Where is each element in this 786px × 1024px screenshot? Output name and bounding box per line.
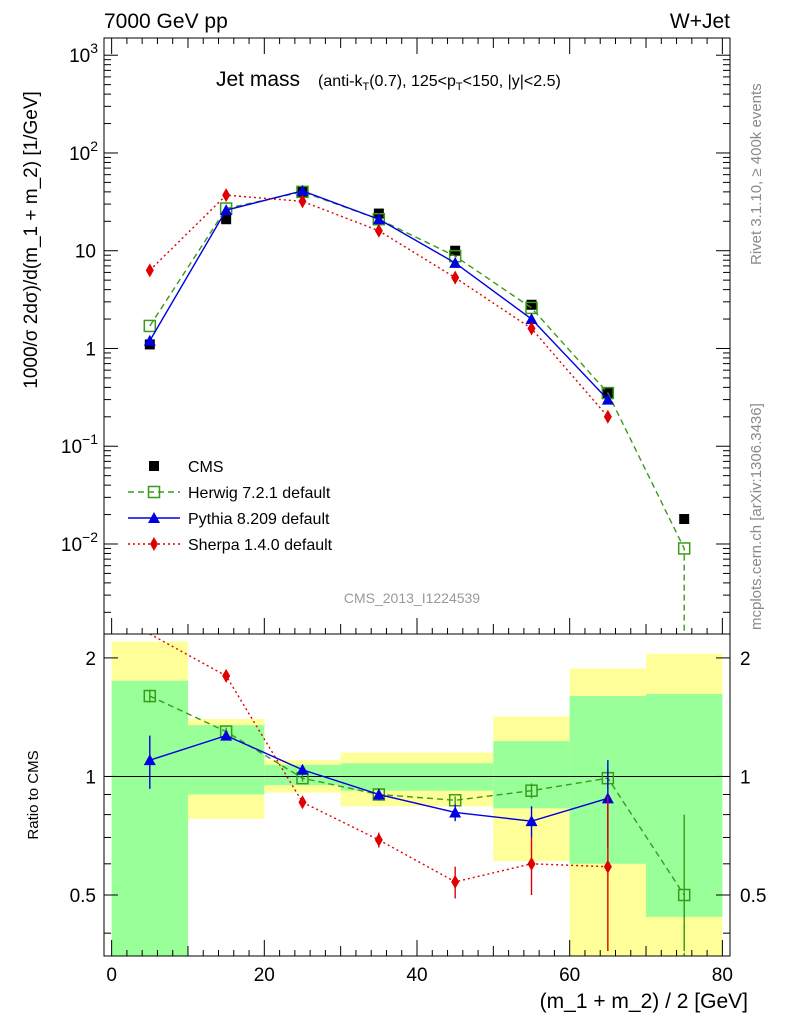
pythia-marker bbox=[296, 763, 309, 775]
herwig-marker bbox=[147, 485, 161, 499]
legend: CMS Herwig 7.2.1 default Pythia 8.209 defa… bbox=[128, 459, 333, 554]
tick-base: 10 bbox=[75, 242, 96, 263]
sherpa-marker bbox=[451, 270, 460, 285]
pythia-marker bbox=[449, 256, 462, 268]
ratio-y-tick-label-left: 1 bbox=[85, 767, 96, 788]
x-tick-label: 20 bbox=[254, 965, 275, 986]
cms-marker bbox=[679, 514, 690, 525]
ratio-y-axis: 0.5 0.5 1 1 2 2 bbox=[70, 649, 766, 934]
sherpa-marker bbox=[603, 409, 612, 424]
tick-exponent: 3 bbox=[90, 40, 98, 56]
tick-base: 10 bbox=[61, 535, 82, 556]
herwig-marker bbox=[143, 319, 157, 333]
main-y-tick-label: 10−1 bbox=[61, 431, 98, 458]
y-axis-label: 1000/σ 2dσ)/d(m_1 + m_2) [1/GeV] bbox=[21, 91, 42, 389]
band-green-bin bbox=[340, 763, 417, 791]
x-axis: 0 20 40 60 80 bbox=[106, 38, 733, 986]
main-y-tick-label: 102 bbox=[69, 138, 98, 165]
sherpa-marker bbox=[527, 856, 536, 871]
pythia-marker bbox=[525, 313, 538, 325]
ratio-y-tick-label-right: 1 bbox=[740, 767, 751, 788]
x-tick-label: 80 bbox=[712, 965, 733, 986]
herwig-line bbox=[149, 191, 685, 634]
pythia-marker bbox=[148, 512, 160, 523]
header-left: 7000 GeV pp bbox=[104, 10, 228, 33]
sherpa-marker bbox=[298, 194, 307, 209]
herwig-marker bbox=[677, 542, 691, 555]
pythia-marker bbox=[601, 393, 614, 405]
x-tick-label: 60 bbox=[559, 965, 580, 986]
sherpa-marker bbox=[222, 188, 231, 203]
cms-marker bbox=[221, 214, 232, 225]
tick-exponent: 2 bbox=[90, 138, 98, 154]
tick-base: 1 bbox=[85, 339, 96, 360]
mcplots-label: mcplots.cern.ch [arXiv:1306.3436] bbox=[748, 403, 765, 630]
pythia-marker bbox=[143, 334, 156, 346]
sherpa-marker bbox=[451, 874, 460, 889]
legend-label-herwig: Herwig 7.2.1 default bbox=[188, 485, 331, 502]
sherpa-marker bbox=[298, 795, 307, 810]
pythia-marker bbox=[525, 815, 538, 827]
ratio-y-tick-label-left: 2 bbox=[85, 649, 96, 670]
pythia-marker bbox=[372, 788, 385, 800]
sherpa-marker bbox=[222, 668, 231, 683]
legend-label-sherpa: Sherpa 1.4.0 default bbox=[188, 537, 333, 554]
pythia-marker bbox=[143, 754, 156, 766]
ratio-y-tick-label-right: 0.5 bbox=[740, 886, 766, 907]
tick-base: 10 bbox=[69, 46, 90, 67]
cms-marker bbox=[149, 461, 159, 471]
rivet-label: Rivet 3.1.10, ≥ 400k events bbox=[748, 83, 765, 265]
sherpa-marker bbox=[374, 832, 383, 847]
pythia-marker bbox=[372, 213, 385, 225]
pythia-marker bbox=[296, 184, 309, 196]
tick-exponent: −2 bbox=[82, 529, 98, 545]
chart-title: Jet mass bbox=[216, 68, 300, 91]
header-right: W+Jet bbox=[670, 10, 730, 33]
chart-title-main: Jet mass bbox=[216, 68, 300, 91]
herwig-marker bbox=[525, 784, 538, 797]
tick-base: 10 bbox=[61, 437, 82, 458]
ratio-y-tick-label-right: 2 bbox=[740, 649, 751, 670]
legend-label-cms: CMS bbox=[188, 459, 224, 476]
x-tick-label: 0 bbox=[106, 965, 117, 986]
herwig-marker bbox=[143, 689, 157, 703]
chart-subtitle: (anti-kT(0.7), 125<pT<150, |y|<2.5) bbox=[318, 73, 561, 93]
main-y-tick-label: 103 bbox=[69, 40, 98, 67]
sherpa-marker bbox=[150, 537, 158, 551]
sherpa-marker bbox=[603, 859, 612, 874]
ratio-series bbox=[143, 633, 691, 956]
band-green-bin bbox=[111, 680, 188, 956]
pythia-marker bbox=[220, 204, 233, 216]
tick-exponent: −1 bbox=[82, 431, 98, 447]
ratio-bands bbox=[111, 641, 723, 956]
x-axis-label: (m_1 + m_2) / 2 [GeV] bbox=[540, 990, 748, 1013]
pythia-marker bbox=[220, 729, 233, 741]
watermark: CMS_2013_I1224539 bbox=[344, 590, 480, 606]
herwig-marker bbox=[677, 888, 691, 902]
pythia-marker bbox=[449, 806, 462, 818]
tick-base: 10 bbox=[69, 144, 90, 165]
ratio-panel: 0.5 0.5 1 1 2 2 Ratio to CMS bbox=[25, 633, 766, 957]
main-y-tick-label: 10−2 bbox=[61, 529, 98, 556]
x-tick-label: 40 bbox=[406, 965, 427, 986]
sherpa-marker bbox=[374, 223, 383, 238]
band-green-bin bbox=[417, 763, 494, 791]
ratio-y-tick-label-left: 0.5 bbox=[70, 886, 96, 907]
cms-marker bbox=[526, 299, 537, 310]
sherpa-marker bbox=[527, 321, 536, 336]
main-series bbox=[143, 184, 691, 634]
main-y-tick-label: 1 bbox=[85, 339, 96, 360]
ratio-y-axis-label: Ratio to CMS bbox=[25, 750, 42, 839]
legend-label-pythia: Pythia 8.209 default bbox=[188, 511, 330, 528]
main-y-tick-label: 10 bbox=[75, 242, 96, 263]
sherpa-marker bbox=[145, 263, 154, 278]
